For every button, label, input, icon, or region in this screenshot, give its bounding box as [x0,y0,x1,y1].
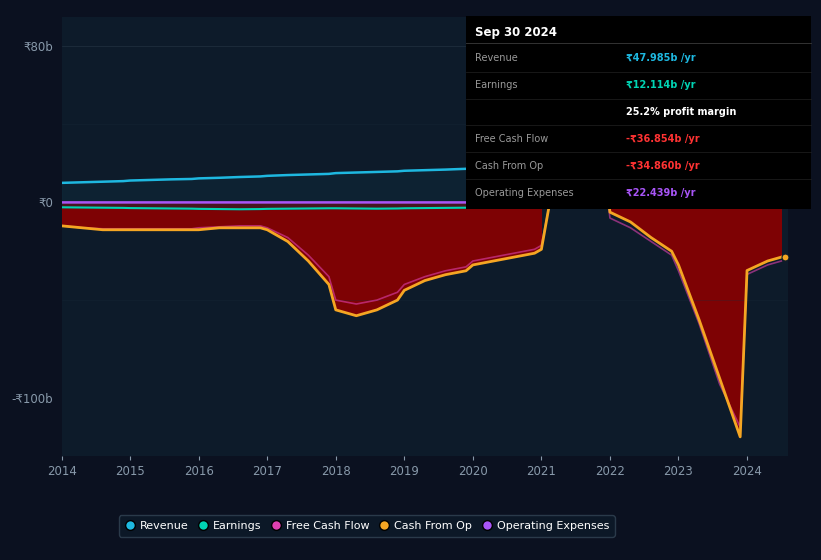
Text: Operating Expenses: Operating Expenses [475,188,573,198]
Text: Free Cash Flow: Free Cash Flow [475,134,548,144]
Text: ₹47.985b /yr: ₹47.985b /yr [626,53,696,63]
Text: Sep 30 2024: Sep 30 2024 [475,26,557,39]
Text: Revenue: Revenue [475,53,517,63]
Text: -₹36.854b /yr: -₹36.854b /yr [626,134,700,144]
Text: Earnings: Earnings [475,80,517,90]
Text: Cash From Op: Cash From Op [475,161,543,171]
Text: 25.2% profit margin: 25.2% profit margin [626,107,736,117]
Text: ₹22.439b /yr: ₹22.439b /yr [626,188,696,198]
Legend: Revenue, Earnings, Free Cash Flow, Cash From Op, Operating Expenses: Revenue, Earnings, Free Cash Flow, Cash … [119,515,615,536]
Text: ₹12.114b /yr: ₹12.114b /yr [626,80,696,90]
Text: -₹34.860b /yr: -₹34.860b /yr [626,161,700,171]
